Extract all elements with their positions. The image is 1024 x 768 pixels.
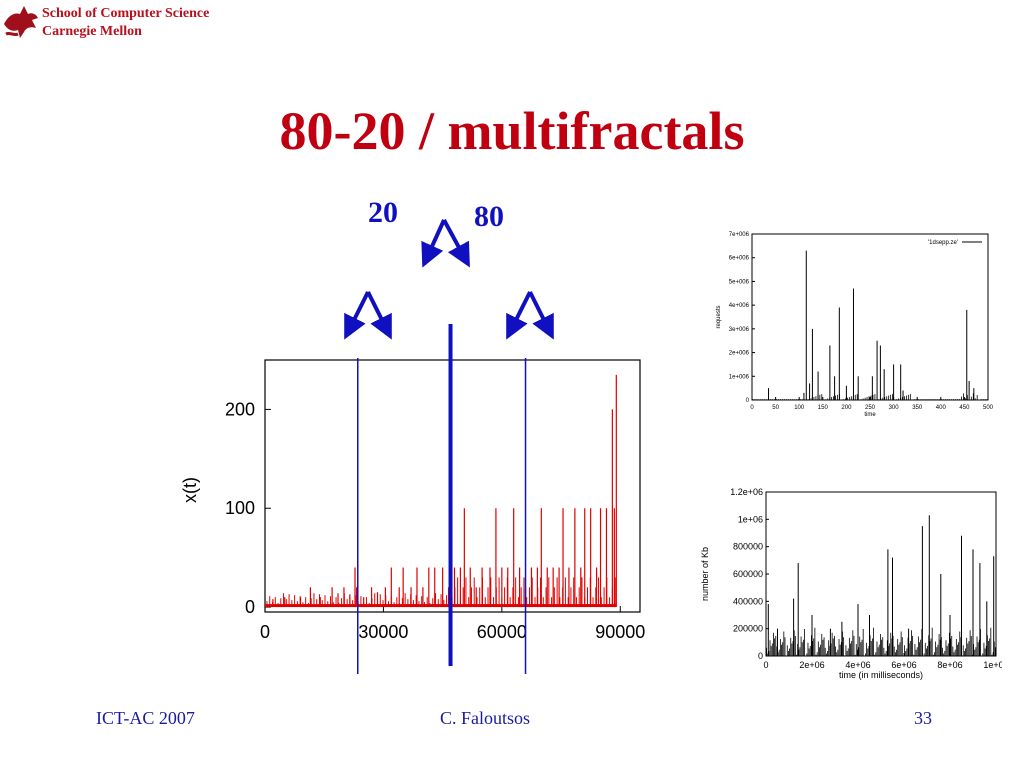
y-tick-label: 800000: [733, 542, 763, 552]
x-tick-label: 500: [983, 405, 994, 411]
x-tick-label: 90000: [595, 622, 645, 642]
label-20: 20: [368, 196, 398, 229]
legend-label: '1dsepp.ze': [928, 240, 958, 246]
main-chart-bars: [265, 374, 617, 608]
y-tick-label: 2e+006: [729, 351, 750, 357]
arrow-right-left: [506, 291, 532, 340]
x-tick-label: 1e+07: [983, 660, 1002, 670]
y-axis-label: number of Kb: [700, 547, 710, 601]
y-tick-label: 0: [746, 398, 750, 404]
slide-title: 80-20 / multifractals: [279, 101, 745, 161]
y-tick-label: 7e+006: [729, 232, 750, 238]
x-tick-label: 350: [912, 405, 923, 411]
x-tick-label: 2e+06: [799, 660, 824, 670]
main-chart-axes: 0 30000 60000 90000 0 100 200 x(t): [180, 359, 645, 642]
y-tick-label: 3e+006: [729, 327, 750, 333]
label-80: 80: [474, 200, 504, 233]
y-tick-label: 400000: [733, 596, 763, 606]
x-tick-label: 60000: [477, 622, 527, 642]
split-arrows: [344, 219, 554, 340]
y-tick-label: 1e+006: [729, 374, 750, 380]
x-tick-label: 300: [889, 405, 900, 411]
institution-line1: School of Computer Science: [42, 6, 210, 21]
y-tick-label: 5e+006: [729, 279, 750, 285]
x-tick-label: 250: [865, 405, 876, 411]
y-tick-label: 4e+006: [729, 303, 750, 309]
footer-page-number: 33: [914, 708, 932, 728]
plot-frame: [751, 233, 989, 401]
y-tick-label: 6e+006: [729, 256, 750, 262]
y-tick-label: 0: [245, 597, 255, 617]
x-tick-label: 0: [763, 660, 768, 670]
y-tick-label: 200: [225, 399, 255, 419]
x-tick-label: 450: [959, 405, 970, 411]
x-axis-label: time: [864, 412, 876, 418]
arrow-left-right: [366, 291, 392, 340]
x-tick-label: 30000: [358, 622, 408, 642]
x-tick-label: 4e+06: [845, 660, 870, 670]
footer-center: C. Faloutsos: [440, 708, 531, 728]
y-tick-label: 0: [758, 651, 763, 661]
y-tick-label: 100: [225, 498, 255, 518]
x-tick-label: 8e+06: [937, 660, 962, 670]
arrow-top-right: [442, 219, 470, 268]
x-tick-label: 400: [936, 405, 947, 411]
y-axis-label: requests: [716, 305, 722, 328]
arrow-left-left: [344, 291, 370, 340]
x-tick-label: 0: [260, 622, 270, 642]
y-tick-label: 1e+06: [738, 514, 763, 524]
x-tick-label: 200: [841, 405, 852, 411]
institution-line2: Carnegie Mellon: [42, 24, 142, 39]
y-axis-label: x(t): [180, 477, 200, 503]
y-tick-label: 200000: [733, 624, 763, 634]
cmu-dragon-logo: [4, 6, 38, 38]
footer-left: ICT-AC 2007: [96, 708, 195, 728]
institution-name: School of Computer Science Carnegie Mell…: [42, 5, 209, 41]
x-tick-label: 0: [750, 405, 754, 411]
x-tick-label: 6e+06: [891, 660, 916, 670]
y-tick-label: 1.2e+06: [730, 487, 763, 497]
y-tick-label: 600000: [733, 569, 763, 579]
requests-chart: 0 50 100 150 200 250 300 350 400 450 500 0 1e+006 2e+…: [716, 232, 994, 418]
arrow-top-left: [421, 219, 446, 268]
traffic-chart: 0 2e+06 4e+06 6e+06 8e+06 1e+07 0 200000 400000 6…: [700, 487, 1002, 680]
x-axis-label: time (in milliseconds): [839, 670, 923, 680]
x-tick-label: 50: [772, 405, 779, 411]
arrow-right-right: [528, 291, 554, 340]
x-tick-label: 150: [818, 405, 829, 411]
x-tick-label: 100: [794, 405, 805, 411]
main-chart-dividers: [357, 324, 527, 674]
